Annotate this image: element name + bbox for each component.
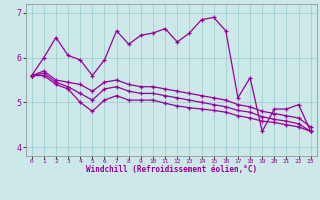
X-axis label: Windchill (Refroidissement éolien,°C): Windchill (Refroidissement éolien,°C) [86,165,257,174]
